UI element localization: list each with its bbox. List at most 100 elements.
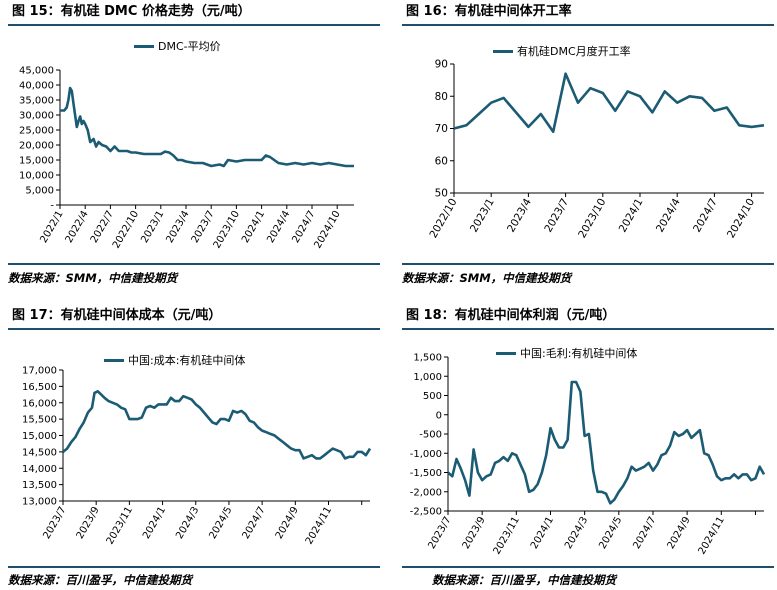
series-line	[453, 72, 765, 133]
y-tick-label: 15,000	[19, 156, 54, 167]
y-tick-label: 14,000	[22, 464, 57, 475]
x-tick-label: 2024/7	[691, 197, 720, 235]
x-tick-label: 2023/10	[576, 197, 608, 241]
y-tick-label: 25,000	[19, 126, 54, 137]
y-tick-label: 15,500	[22, 415, 57, 426]
chart-title: 图 15：有机硅 DMC 价格走势（元/吨）	[12, 4, 251, 19]
x-tick-label: 2023/4	[164, 209, 191, 245]
x-tick-label: 2023/1	[468, 197, 497, 235]
y-tick-label: 50	[435, 188, 448, 200]
title-rule	[8, 328, 380, 330]
source-rule	[402, 263, 774, 265]
chart-title: 图 16：有机硅中间体开工率	[406, 4, 572, 19]
y-tick-label: 10,000	[19, 171, 54, 182]
y-tick-label: -1,000	[410, 449, 442, 460]
utilization-rate-chart: 50 60 70 80 90 2022/10 2023/1 2023/4 2023/7 2023/…	[427, 44, 765, 241]
series-line	[60, 86, 354, 168]
x-tick-label: 2024/1	[240, 209, 267, 245]
x-tick-label: 2024/3	[563, 515, 590, 551]
x-tick-label: 2024/1	[617, 197, 646, 235]
y-tick-label: 35,000	[19, 96, 54, 107]
x-tick-label: 2024/7	[290, 209, 317, 245]
y-tick-label: 15,000	[22, 431, 57, 442]
x-tick-label: 2024/1	[529, 515, 556, 551]
x-tick-label: 2024/11	[697, 515, 727, 556]
y-tick-label: 1,500	[413, 353, 442, 364]
source-note: 数据来源：SMM，中信建投期货	[8, 271, 178, 285]
y-tick-label: 13,500	[22, 480, 57, 491]
x-tick-label: 2023/7	[426, 515, 453, 551]
panel-chart-15: 图 15：有机硅 DMC 价格走势（元/吨） - 5,000 10,000 15,00…	[8, 0, 380, 290]
x-tick-label: 2024/5	[597, 515, 624, 551]
source-note: 数据来源：百川盈孚，中信建投期货	[8, 573, 192, 587]
legend-label: DMC-平均价	[158, 40, 221, 53]
y-tick-label: 17,000	[22, 366, 57, 377]
y-tick-label: 500	[423, 391, 442, 402]
x-tick-label: 2022/4	[64, 209, 91, 245]
x-tick-label: 2023/11	[492, 515, 522, 556]
x-tick-label: 2024/5	[207, 505, 234, 541]
chart-title: 图 17：有机硅中间体成本（元/吨）	[12, 308, 222, 323]
panel-chart-18: 图 18：有机硅中间体利润（元/吨） -2,500 -2,000 -1,500 -1,…	[402, 304, 774, 590]
x-tick-label: 2022/1	[38, 209, 65, 245]
y-tick-label: 45,000	[19, 66, 54, 77]
y-tick-label: 0	[436, 410, 442, 421]
source-rule	[402, 566, 774, 568]
y-tick-label: 60	[435, 155, 448, 167]
x-tick-label: 2024/7	[631, 515, 658, 551]
chart-title: 图 18：有机硅中间体利润（元/吨）	[406, 308, 616, 323]
y-tick-label: 1,000	[413, 372, 442, 383]
series-line	[62, 389, 372, 460]
intermediate-cost-chart: 13,000 13,500 14,000 14,500 15,000 15,500 16,0…	[22, 353, 372, 546]
y-tick-label: 13,000	[22, 497, 57, 508]
y-tick-label: 14,500	[22, 447, 57, 458]
y-tick-label: 16,000	[22, 398, 57, 409]
title-rule	[402, 328, 774, 330]
x-tick-label: 2023/1	[139, 209, 166, 245]
series-line	[447, 380, 766, 505]
x-tick-label: 2023/11	[105, 505, 135, 546]
legend-label: 中国:毛利:有机硅中间体	[520, 346, 637, 360]
x-tick-label: 2024/11	[304, 505, 334, 546]
x-tick-label: 2024/7	[241, 505, 268, 541]
y-tick-label: -	[50, 201, 54, 212]
y-tick-label: -500	[419, 430, 442, 441]
x-tick-label: 2022/10	[427, 197, 459, 241]
panel-chart-16: 图 16：有机硅中间体开工率 50 60 70 80 90 2022/10 2023/1 20…	[402, 0, 774, 290]
legend-label: 有机硅DMC月度开工率	[517, 44, 631, 58]
x-tick-label: 2024/4	[654, 196, 683, 234]
x-tick-label: 2023/4	[505, 196, 534, 234]
y-tick-label: -2,500	[410, 507, 442, 518]
x-tick-label: 2023/9	[461, 515, 488, 551]
x-tick-label: 2022/7	[89, 209, 116, 245]
legend-label: 中国:成本:有机硅中间体	[128, 353, 245, 367]
x-tick-label: 2023/7	[41, 505, 68, 541]
intermediate-profit-chart: -2,500 -2,000 -1,500 -1,000 -500 0 500 1,000 1,5…	[410, 346, 766, 556]
y-tick-label: 30,000	[19, 111, 54, 122]
title-rule	[402, 24, 774, 26]
x-tick-label: 2024/3	[174, 505, 201, 541]
x-tick-label: 2024/4	[265, 209, 292, 245]
x-tick-label: 2023/7	[542, 197, 571, 235]
y-tick-label: 5,000	[25, 186, 54, 197]
x-tick-label: 2023/7	[190, 209, 217, 245]
y-tick-label: 80	[435, 91, 448, 103]
y-tick-label: -2,000	[410, 487, 442, 498]
y-tick-label: 40,000	[19, 81, 54, 92]
y-tick-label: 16,500	[22, 382, 57, 393]
source-rule	[8, 566, 380, 568]
x-tick-label: 2024/1	[141, 505, 168, 541]
x-tick-label: 2024/9	[274, 505, 301, 541]
y-tick-label: 90	[435, 59, 448, 71]
y-tick-label: -1,500	[410, 468, 442, 479]
dmc-price-chart: - 5,000 10,000 15,000 20,000 25,000 30,000 35,0…	[19, 40, 354, 250]
panel-chart-17: 图 17：有机硅中间体成本（元/吨） 13,000 13,500 14,000 14,…	[8, 304, 380, 590]
x-tick-label: 2024/10	[725, 197, 757, 241]
y-tick-label: 20,000	[19, 141, 54, 152]
title-rule	[8, 24, 380, 26]
x-tick-label: 2024/9	[666, 515, 693, 551]
y-tick-label: 70	[435, 123, 448, 135]
source-note: 数据来源：SMM，中信建投期货	[402, 271, 572, 285]
source-rule	[8, 263, 380, 265]
source-note: 数据来源：百川盈孚，中信建投期货	[432, 573, 616, 587]
